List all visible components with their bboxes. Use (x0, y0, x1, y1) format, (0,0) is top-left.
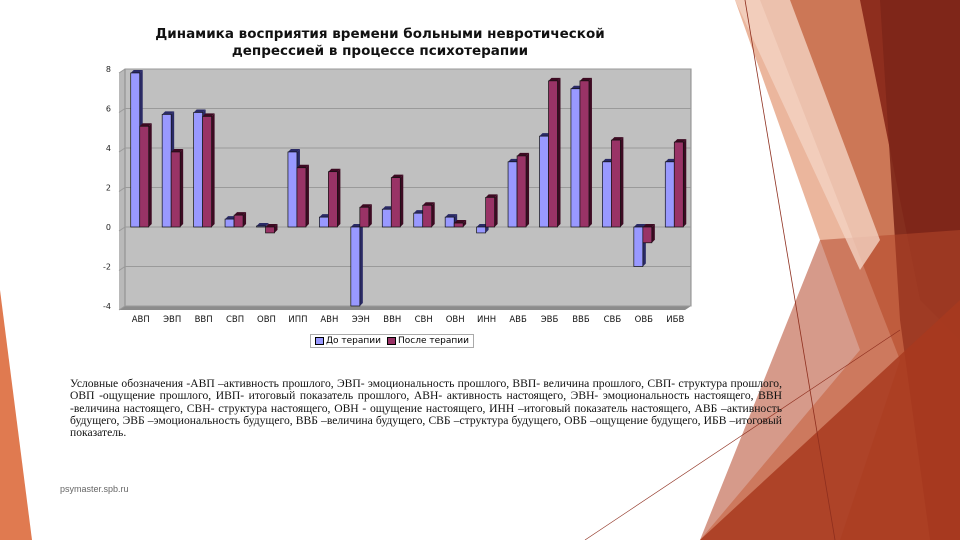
bar (539, 135, 549, 228)
x-tick-label: ОВП (257, 315, 276, 325)
bar (602, 161, 612, 228)
y-tick-label: 2 (106, 184, 111, 193)
chart-title-line2: депрессией в процессе психотерапии (231, 43, 529, 59)
y-tick-label: 8 (106, 65, 111, 74)
x-tick-label: ЭЭН (352, 315, 370, 325)
bar (444, 216, 455, 228)
bar (381, 208, 392, 228)
bar (633, 226, 644, 267)
x-tick-label: ОВБ (635, 315, 654, 325)
bar (319, 216, 329, 228)
bar (170, 151, 181, 228)
x-tick-label: ИНН (477, 315, 496, 325)
bar (673, 141, 684, 228)
bar (422, 204, 433, 228)
legend-notes: Условные обозначения -АВП –активность пр… (70, 377, 782, 440)
bar (548, 80, 558, 228)
bar (328, 171, 338, 228)
source-watermark: psymaster.spb.ru (60, 484, 129, 494)
bar (233, 214, 244, 228)
bar (202, 116, 212, 228)
legend-item-before: До терапии (315, 336, 381, 346)
bar (579, 80, 590, 228)
y-tick-label: 0 (106, 223, 111, 232)
bar (193, 112, 203, 228)
x-tick-label: ВВБ (572, 315, 590, 325)
bar (570, 88, 581, 228)
x-tick-label: АВБ (509, 315, 527, 325)
chart-title-line1: Динамика восприятия времени больными нев… (155, 26, 605, 42)
bar-chart: 8 6 4 2 0 -2 -4 АВП ЭВП ВВП СВП ОВП ИПП АВН ЭЭН ВВН СВН О… (103, 65, 692, 325)
bar (130, 72, 141, 228)
x-tick-label: ВВН (383, 315, 401, 325)
bar (390, 177, 401, 228)
y-tick-label: -4 (103, 302, 111, 311)
bar (224, 218, 235, 228)
x-tick-label: ВВП (195, 315, 213, 325)
bar (161, 114, 172, 228)
x-tick-label: ИПП (288, 315, 307, 325)
bar (476, 226, 486, 234)
bar (296, 167, 307, 228)
bar (453, 222, 464, 228)
bar (287, 151, 298, 228)
bar (507, 161, 518, 228)
bar (642, 226, 653, 244)
bar (516, 155, 527, 228)
y-tick-label: 6 (106, 105, 111, 114)
x-tick-label: ИБВ (666, 315, 684, 325)
chart-legend: До терапии После терапии (310, 334, 474, 348)
legend-item-after: После терапии (387, 336, 469, 346)
legend-label-after: После терапии (398, 336, 469, 346)
legend-swatch-before (315, 337, 324, 345)
x-tick-label: СВП (226, 315, 244, 325)
chart-title: Динамика восприятия времени больными нев… (110, 26, 650, 60)
bar (485, 197, 495, 228)
bar (256, 225, 266, 228)
y-tick-label: 4 (106, 144, 111, 153)
x-tick-label: ОВН (446, 315, 465, 325)
legend-swatch-after (387, 337, 396, 345)
legend-label-before: До терапии (326, 336, 381, 346)
x-tick-label: АВН (320, 315, 338, 325)
x-tick-label: ЭВП (163, 315, 181, 325)
bar (350, 226, 361, 307)
x-tick-label: СВБ (604, 315, 622, 325)
x-tick-label: ЭВБ (541, 315, 559, 325)
bar (611, 139, 621, 228)
bar (265, 226, 275, 234)
x-tick-label: СВН (415, 315, 433, 325)
bar (413, 212, 424, 228)
y-tick-label: -2 (103, 263, 111, 272)
bar (664, 161, 675, 228)
bar (139, 125, 150, 228)
x-tick-label: АВП (132, 315, 150, 325)
bar (359, 206, 370, 228)
